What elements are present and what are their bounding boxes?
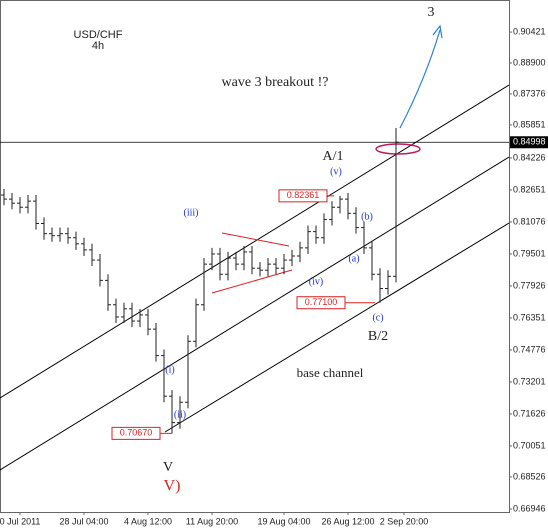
y-tick-label: 0.77926 [513,280,546,290]
x-tick-label: 2 Sep 20:00 [380,516,429,526]
y-tick-label: 0.79501 [513,248,546,258]
y-tick-label: 0.87376 [513,88,546,98]
y-tick-label: 0.88900 [513,57,546,67]
arrow-head [432,24,443,39]
plot-frame [0,0,510,513]
wave-label: (c) [372,312,383,323]
triangle-line [221,232,290,247]
annotation: V) [164,478,181,495]
current-price-label: 0.84998 [513,137,546,147]
channel-line [0,84,510,399]
y-tick-label: 0.68526 [513,471,546,481]
wave-label: (a) [348,253,359,264]
y-tick-label: 0.71626 [513,408,546,418]
y-tick-label: 0.84226 [513,152,546,162]
y-tick-label: 0.85851 [513,119,546,129]
annotation: A/1 [323,149,344,164]
level-box [296,296,346,310]
y-tick-label: 0.90421 [513,26,546,36]
channel-line [0,156,510,471]
breakout-ellipse [375,143,421,155]
triangle-line [211,269,293,294]
level-label: 0.77100 [305,297,338,307]
level-box [111,426,161,440]
current-price-box [510,136,548,149]
level-label: 0.70670 [120,428,153,438]
y-tick-label: 0.73201 [513,376,546,386]
y-tick-label: 0.70051 [513,440,546,450]
y-tick-label: 0.82651 [513,184,546,194]
x-tick-label: 11 Aug 20:00 [186,516,238,526]
y-tick-label: 0.81076 [513,216,546,226]
x-tick-label: 0 Jul 2011 [0,516,40,526]
channel-line [164,222,510,433]
x-tick-label: 4 Aug 12:00 [124,516,172,526]
annotation: 3 [428,5,435,20]
x-tick-label: 28 Jul 04:00 [59,516,108,526]
wave-label: (iv) [309,276,323,287]
wave-label: (i) [165,364,174,375]
chart-subtitle: 4h [92,40,104,52]
wave-label: (v) [330,166,342,177]
level-label: 0.82361 [287,190,320,200]
y-tick-label: 0.74776 [513,344,546,354]
wave-label: (b) [361,211,373,222]
annotation: B/2 [368,329,388,344]
wave-label: (iii) [184,207,199,218]
annotation: V [163,460,173,475]
annotation: base channel [297,365,364,380]
y-tick-label: 0.76351 [513,312,546,322]
level-box [278,189,328,203]
x-tick-label: 19 Aug 04:00 [257,516,310,526]
x-tick-label: 26 Aug 12:00 [321,516,374,526]
projection-arrow [399,29,441,129]
annotation: wave 3 breakout !? [222,75,329,90]
y-tick-label: 0.66946 [513,503,546,513]
chart-title: USD/CHF [74,29,123,41]
